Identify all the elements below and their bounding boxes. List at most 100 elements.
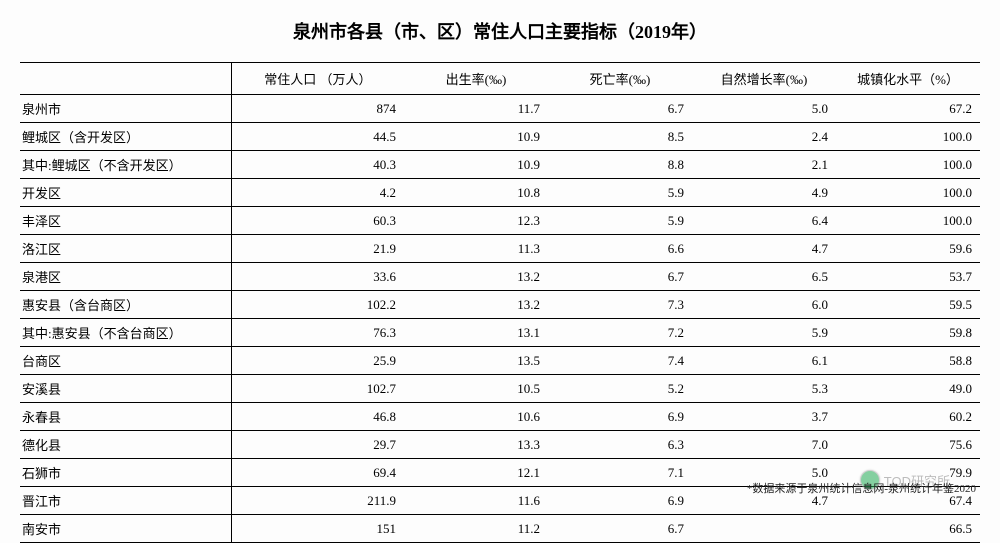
cell-value: 6.6 xyxy=(548,235,692,263)
row-label: 丰泽区 xyxy=(20,207,231,235)
cell-value: 75.6 xyxy=(836,431,980,459)
column-header: 自然增长率(‰) xyxy=(692,63,836,95)
cell-value: 69.4 xyxy=(231,459,404,487)
table-row: 开发区4.210.85.94.9100.0 xyxy=(20,179,980,207)
cell-value: 10.8 xyxy=(404,179,548,207)
row-label: 其中:惠安县（不含台商区） xyxy=(20,319,231,347)
table-header-row: 常住人口 （万人）出生率(‰)死亡率(‰)自然增长率(‰)城镇化水平（%） xyxy=(20,63,980,95)
cell-value xyxy=(692,515,836,543)
cell-value: 7.3 xyxy=(548,291,692,319)
cell-value: 11.6 xyxy=(404,487,548,515)
cell-value: 60.3 xyxy=(231,207,404,235)
population-table: 常住人口 （万人）出生率(‰)死亡率(‰)自然增长率(‰)城镇化水平（%） 泉州… xyxy=(20,62,980,543)
cell-value: 11.2 xyxy=(404,515,548,543)
cell-value: 100.0 xyxy=(836,151,980,179)
cell-value: 102.7 xyxy=(231,375,404,403)
cell-value: 44.5 xyxy=(231,123,404,151)
cell-value: 76.3 xyxy=(231,319,404,347)
cell-value: 5.0 xyxy=(692,95,836,123)
row-label: 永春县 xyxy=(20,403,231,431)
cell-value: 5.3 xyxy=(692,375,836,403)
table-row: 其中:惠安县（不含台商区）76.313.17.25.959.8 xyxy=(20,319,980,347)
cell-value: 10.6 xyxy=(404,403,548,431)
cell-value: 58.8 xyxy=(836,347,980,375)
cell-value: 211.9 xyxy=(231,487,404,515)
cell-value: 2.4 xyxy=(692,123,836,151)
cell-value: 59.6 xyxy=(836,235,980,263)
row-label: 德化县 xyxy=(20,431,231,459)
cell-value: 13.1 xyxy=(404,319,548,347)
row-label: 洛江区 xyxy=(20,235,231,263)
cell-value: 8.5 xyxy=(548,123,692,151)
cell-value: 6.5 xyxy=(692,263,836,291)
row-label: 鲤城区（含开发区） xyxy=(20,123,231,151)
cell-value: 67.2 xyxy=(836,95,980,123)
cell-value: 7.0 xyxy=(692,431,836,459)
cell-value: 10.5 xyxy=(404,375,548,403)
cell-value: 53.7 xyxy=(836,263,980,291)
cell-value: 100.0 xyxy=(836,179,980,207)
table-row: 丰泽区60.312.35.96.4100.0 xyxy=(20,207,980,235)
cell-value: 13.2 xyxy=(404,291,548,319)
row-label: 泉州市 xyxy=(20,95,231,123)
cell-value: 2.1 xyxy=(692,151,836,179)
cell-value: 5.9 xyxy=(692,319,836,347)
cell-value: 10.9 xyxy=(404,123,548,151)
cell-value: 6.9 xyxy=(548,403,692,431)
cell-value: 100.0 xyxy=(836,123,980,151)
cell-value: 11.7 xyxy=(404,95,548,123)
cell-value: 5.9 xyxy=(548,179,692,207)
cell-value: 40.3 xyxy=(231,151,404,179)
source-note: *数据来源于泉州统计信息网-泉州统计年鉴2020 xyxy=(747,480,976,496)
cell-value: 3.7 xyxy=(692,403,836,431)
column-header xyxy=(20,63,231,95)
cell-value: 7.2 xyxy=(548,319,692,347)
table-row: 其中:鲤城区（不含开发区）40.310.98.82.1100.0 xyxy=(20,151,980,179)
cell-value: 6.0 xyxy=(692,291,836,319)
cell-value: 5.9 xyxy=(548,207,692,235)
cell-value: 874 xyxy=(231,95,404,123)
table-row: 惠安县（含台商区）102.213.27.36.059.5 xyxy=(20,291,980,319)
table-row: 泉州市87411.76.75.067.2 xyxy=(20,95,980,123)
cell-value: 5.2 xyxy=(548,375,692,403)
page-title: 泉州市各县（市、区）常住人口主要指标（2019年） xyxy=(20,18,980,44)
cell-value: 13.5 xyxy=(404,347,548,375)
cell-value: 11.3 xyxy=(404,235,548,263)
cell-value: 10.9 xyxy=(404,151,548,179)
cell-value: 6.4 xyxy=(692,207,836,235)
cell-value: 13.3 xyxy=(404,431,548,459)
cell-value: 33.6 xyxy=(231,263,404,291)
table-row: 泉港区33.613.26.76.553.7 xyxy=(20,263,980,291)
cell-value: 49.0 xyxy=(836,375,980,403)
row-label: 南安市 xyxy=(20,515,231,543)
cell-value: 4.9 xyxy=(692,179,836,207)
cell-value: 13.2 xyxy=(404,263,548,291)
table-row: 永春县46.810.66.93.760.2 xyxy=(20,403,980,431)
cell-value: 6.7 xyxy=(548,515,692,543)
cell-value: 29.7 xyxy=(231,431,404,459)
row-label: 台商区 xyxy=(20,347,231,375)
row-label: 泉港区 xyxy=(20,263,231,291)
cell-value: 8.8 xyxy=(548,151,692,179)
cell-value: 4.2 xyxy=(231,179,404,207)
table-row: 鲤城区（含开发区）44.510.98.52.4100.0 xyxy=(20,123,980,151)
column-header: 出生率(‰) xyxy=(404,63,548,95)
cell-value: 151 xyxy=(231,515,404,543)
table-row: 安溪县102.710.55.25.349.0 xyxy=(20,375,980,403)
table-row: 台商区25.913.57.46.158.8 xyxy=(20,347,980,375)
cell-value: 59.8 xyxy=(836,319,980,347)
column-header: 常住人口 （万人） xyxy=(231,63,404,95)
cell-value: 7.1 xyxy=(548,459,692,487)
cell-value: 6.7 xyxy=(548,263,692,291)
cell-value: 100.0 xyxy=(836,207,980,235)
cell-value: 46.8 xyxy=(231,403,404,431)
cell-value: 102.2 xyxy=(231,291,404,319)
row-label: 惠安县（含台商区） xyxy=(20,291,231,319)
cell-value: 12.1 xyxy=(404,459,548,487)
row-label: 开发区 xyxy=(20,179,231,207)
cell-value: 6.3 xyxy=(548,431,692,459)
row-label: 其中:鲤城区（不含开发区） xyxy=(20,151,231,179)
cell-value: 12.3 xyxy=(404,207,548,235)
cell-value: 4.7 xyxy=(692,235,836,263)
cell-value: 6.1 xyxy=(692,347,836,375)
